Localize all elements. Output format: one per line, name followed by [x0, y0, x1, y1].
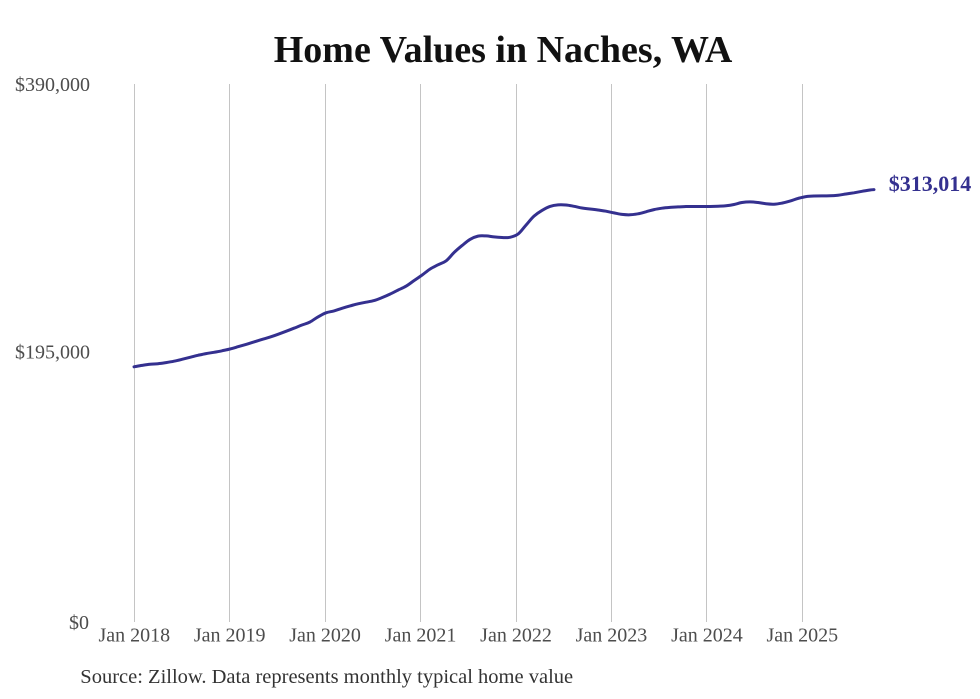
svg-text:Jan 2024: Jan 2024: [671, 624, 743, 646]
svg-text:$195,000: $195,000: [15, 341, 90, 363]
svg-text:Jan 2023: Jan 2023: [576, 624, 648, 646]
svg-text:Jan 2018: Jan 2018: [98, 624, 170, 646]
svg-text:$390,000: $390,000: [15, 74, 90, 96]
svg-text:Source: Zillow. Data represent: Source: Zillow. Data represents monthly …: [80, 666, 573, 688]
svg-text:Jan 2021: Jan 2021: [385, 624, 457, 646]
svg-text:Jan 2019: Jan 2019: [194, 624, 266, 646]
svg-text:Jan 2022: Jan 2022: [480, 624, 552, 646]
svg-text:$313,014: $313,014: [889, 171, 972, 196]
svg-text:Jan 2020: Jan 2020: [289, 624, 361, 646]
svg-text:Home Values in Naches, WA: Home Values in Naches, WA: [274, 29, 733, 71]
svg-text:Jan 2025: Jan 2025: [766, 624, 838, 646]
svg-text:$0: $0: [69, 612, 89, 634]
